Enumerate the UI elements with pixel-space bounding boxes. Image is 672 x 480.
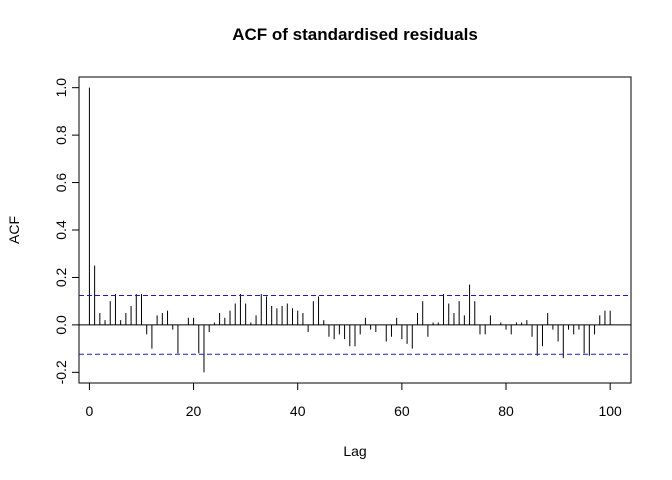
- y-tick-label: -0.2: [53, 360, 69, 384]
- y-tick-label: 0.6: [53, 173, 69, 193]
- x-tick-label: 60: [394, 403, 410, 419]
- x-axis-label: Lag: [343, 443, 366, 459]
- y-axis-label: ACF: [6, 216, 22, 244]
- confidence-bounds: [79, 294, 631, 355]
- x-tick-label: 80: [498, 403, 514, 419]
- y-tick-label: 0.0: [53, 315, 69, 335]
- x-tick-label: 40: [290, 403, 306, 419]
- x-axis: 0 20 40 60 80 100: [86, 382, 622, 419]
- y-tick-label: 0.8: [53, 125, 69, 145]
- x-tick-label: 100: [598, 403, 622, 419]
- y-tick-label: 1.0: [53, 78, 69, 98]
- y-tick-label: 0.4: [53, 220, 69, 240]
- chart-title: ACF of standardised residuals: [232, 25, 478, 44]
- x-tick-label: 0: [86, 403, 94, 419]
- y-tick-label: 0.2: [53, 268, 69, 288]
- x-tick-label: 20: [186, 403, 202, 419]
- y-axis: -0.2 0.0 0.2 0.4 0.6 0.8 1.0: [53, 78, 80, 384]
- acf-bars: [79, 87, 631, 373]
